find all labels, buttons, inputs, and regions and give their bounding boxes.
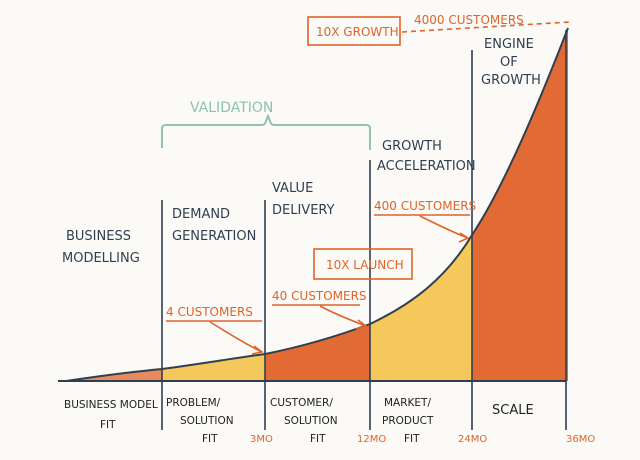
stage-scale: SCALE [492, 403, 534, 418]
annotation-4000-customers: 4000 CUSTOMERS [414, 13, 524, 27]
section-label-engine-l1: ENGINE [484, 37, 534, 52]
section-label-value-l2: DELIVERY [272, 203, 335, 218]
stage-ps-l1: PROBLEM/ [166, 397, 221, 409]
tick-36mo: 36MO [566, 434, 595, 445]
area-customer-solution [265, 324, 370, 381]
label-10x-growth: 10X GROWTH [316, 25, 399, 39]
stage-mp-l1: MARKET/ [384, 397, 431, 409]
stage-mp-l2: PRODUCT [382, 415, 434, 427]
section-label-business-l2: MODELLING [62, 251, 140, 266]
area-market-product [370, 235, 472, 381]
section-label-growth-l1: GROWTH [382, 139, 442, 154]
section-label-demand-l1: DEMAND [172, 207, 230, 222]
box-10x-launch [313, 248, 413, 280]
arrow-40-customers [319, 305, 368, 330]
annotation-40-customers: 40 CUSTOMERS [272, 289, 367, 303]
stage-bm-l2: FIT [100, 419, 116, 431]
section-label-business-l1: BUSINESS [66, 229, 131, 244]
dashed-4000-line [401, 21, 571, 33]
section-label-engine-l3: GROWTH [481, 73, 541, 88]
annotation-400-customers: 400 CUSTOMERS [374, 199, 476, 213]
stage-cs-l3: FIT [310, 433, 326, 445]
stage-cs-l1: CUSTOMER/ [270, 397, 333, 409]
area-scale [472, 28, 568, 381]
validation-brace [161, 113, 371, 150]
validation-label: VALIDATION [190, 100, 273, 116]
section-label-value-l1: VALUE [272, 181, 313, 196]
section-label-growth-l2: ACCELERATION [377, 159, 476, 174]
annotation-4-customers: 4 CUSTOMERS [166, 305, 253, 319]
stage-bm-l1: BUSINESS MODEL [64, 399, 158, 411]
box-10x-growth [307, 16, 401, 46]
arrow-400-customers [419, 215, 470, 243]
label-10x-launch: 10X LAUNCH [326, 258, 404, 272]
stage-ps-l2: SOLUTION [180, 415, 234, 427]
tick-12mo: 12MO [357, 434, 386, 445]
area-problem-solution [162, 354, 265, 381]
stage-cs-l2: SOLUTION [284, 415, 338, 427]
tick-24mo: 24MO [458, 434, 487, 445]
section-label-demand-l2: GENERATION [172, 229, 256, 244]
stage-ps-l3: FIT [202, 433, 218, 445]
arrow-4-customers [209, 321, 264, 355]
tick-3mo: 3MO [250, 434, 273, 445]
stage-mp-l3: FIT [404, 433, 420, 445]
section-label-engine-l2: OF [500, 55, 518, 70]
